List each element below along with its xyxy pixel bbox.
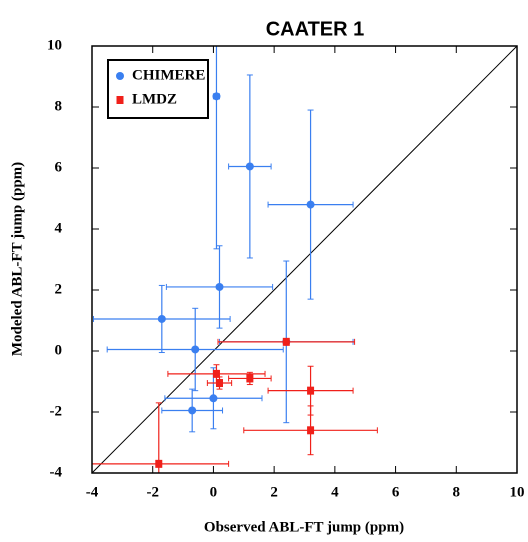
y-tick-label: 2 xyxy=(55,281,63,297)
y-tick-label: 6 xyxy=(55,159,63,175)
x-tick-label: 10 xyxy=(510,484,525,500)
point xyxy=(188,406,197,415)
point xyxy=(155,459,163,468)
point xyxy=(282,337,290,346)
y-tick-label: 4 xyxy=(55,220,63,236)
point xyxy=(209,394,218,403)
point xyxy=(191,345,200,354)
point xyxy=(157,314,166,323)
y-tick-label: 10 xyxy=(47,37,62,53)
diagonal-line xyxy=(92,46,517,473)
legend-label: LMDZ xyxy=(132,91,177,107)
plot-frame xyxy=(91,45,518,474)
plot-area xyxy=(92,46,517,473)
legend-marker xyxy=(116,96,124,104)
point xyxy=(215,282,224,291)
y-tick-label: 8 xyxy=(55,98,63,114)
x-tick-label: 4 xyxy=(331,484,339,500)
y-tick-label: 0 xyxy=(55,342,63,358)
y-tick-label: -4 xyxy=(50,464,63,480)
x-tick-label: 0 xyxy=(210,484,218,500)
point xyxy=(212,92,221,101)
x-tick-label: 2 xyxy=(270,484,278,500)
point xyxy=(307,426,315,435)
legend-label: CHIMERE xyxy=(132,67,205,83)
x-tick-label: -4 xyxy=(86,484,99,500)
x-tick-label: 8 xyxy=(453,484,461,500)
point xyxy=(245,162,254,171)
point xyxy=(212,369,220,378)
y-axis-label: Modeled ABL-FT jump (ppm) xyxy=(9,162,25,356)
point xyxy=(246,374,254,383)
x-tick-label: -2 xyxy=(146,484,159,500)
point xyxy=(216,379,223,388)
point xyxy=(306,200,315,209)
x-axis-label: Observed ABL-FT jump (ppm) xyxy=(204,519,404,535)
legend-box xyxy=(107,59,209,119)
legend-marker xyxy=(116,72,124,80)
x-tick-label: 6 xyxy=(392,484,400,500)
chart-title: CAATER 1 xyxy=(266,18,365,40)
y-tick-label: -2 xyxy=(50,403,63,419)
point xyxy=(307,386,315,395)
